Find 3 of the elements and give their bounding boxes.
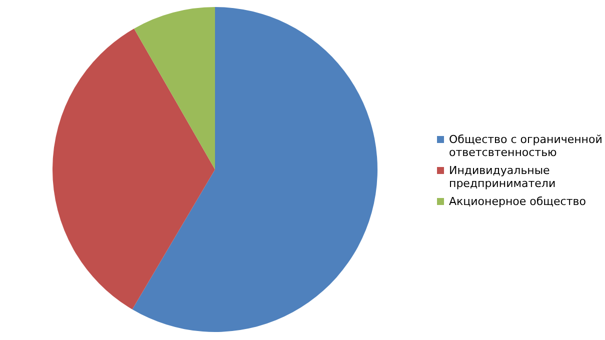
legend-label: Акционерное общество: [449, 195, 586, 208]
legend-label: Общество с ограниченной ответсвтенностью: [449, 133, 604, 159]
legend-label: Индивидуальные предприниматели: [449, 164, 557, 190]
